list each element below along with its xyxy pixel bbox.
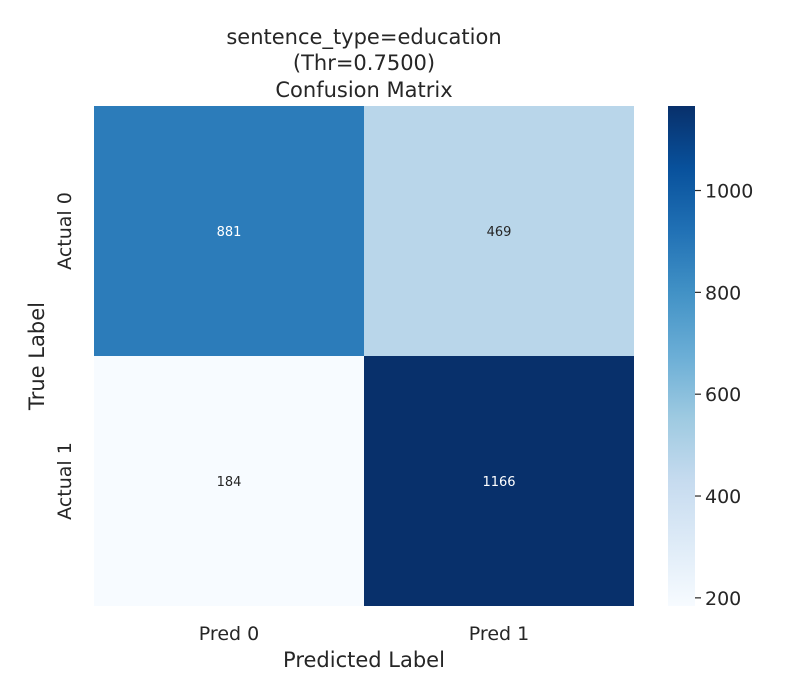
heatmap-cell-r0-c1 (364, 106, 634, 356)
title-line-2: (Thr=0.7500) (293, 51, 435, 75)
heatmap-cells (94, 106, 634, 606)
cell-value-r0-c1: 469 (487, 225, 512, 240)
heatmap-cell-r0-c0 (94, 106, 364, 356)
chart-title: sentence_type=education (Thr=0.7500) Con… (226, 25, 501, 102)
colorbar-tick-label-400: 400 (705, 486, 741, 508)
y-axis-ticks: Actual 0 Actual 1 (54, 192, 76, 520)
colorbar-ticks: 200 400 600 800 1000 (695, 181, 753, 610)
cell-value-r1-c1: 1166 (482, 475, 515, 490)
colorbar-tick-label-200: 200 (705, 588, 741, 610)
colorbar-tick-label-1000: 1000 (705, 181, 753, 203)
colorbar-gradient (668, 106, 695, 606)
cell-value-r1-c0: 184 (217, 475, 242, 490)
x-axis-ticks: Pred 0 Pred 1 (199, 623, 529, 645)
x-tick-label-pred-1: Pred 1 (469, 623, 529, 645)
colorbar-tick-label-600: 600 (705, 384, 741, 406)
heatmap-cell-r1-c1 (364, 356, 634, 606)
colorbar-tick-label-800: 800 (705, 282, 741, 304)
title-line-1: sentence_type=education (226, 25, 501, 50)
y-tick-label-actual-0: Actual 0 (54, 192, 76, 270)
colorbar: 200 400 600 800 1000 (668, 106, 753, 610)
heatmap-cell-labels: 881 469 184 1166 (217, 225, 516, 490)
y-axis-label: True Label (25, 302, 49, 411)
x-axis-label: Predicted Label (283, 648, 445, 672)
y-tick-label-actual-1: Actual 1 (54, 442, 76, 520)
x-tick-label-pred-0: Pred 0 (199, 623, 259, 645)
title-line-3: Confusion Matrix (275, 78, 452, 102)
cell-value-r0-c0: 881 (217, 225, 242, 240)
heatmap-cell-r1-c0 (94, 356, 364, 606)
